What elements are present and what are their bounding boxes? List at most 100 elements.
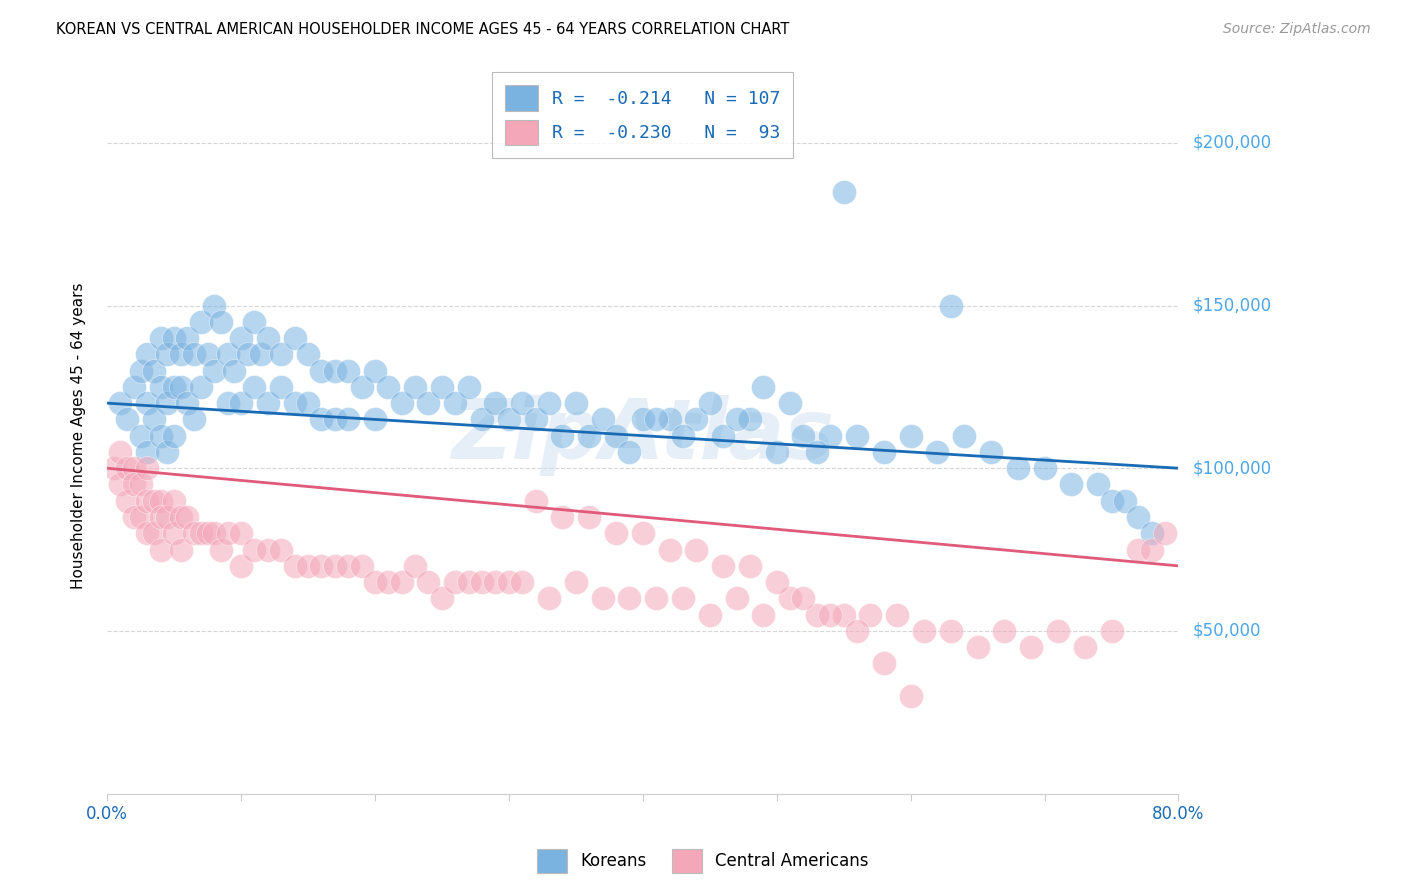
Point bbox=[156, 510, 179, 524]
Point bbox=[163, 428, 186, 442]
Point bbox=[190, 315, 212, 329]
Point bbox=[1033, 461, 1056, 475]
Point bbox=[323, 363, 346, 377]
Point bbox=[900, 689, 922, 703]
Y-axis label: Householder Income Ages 45 - 64 years: Householder Income Ages 45 - 64 years bbox=[72, 283, 86, 589]
Point bbox=[284, 396, 307, 410]
Point bbox=[170, 510, 193, 524]
Point bbox=[156, 396, 179, 410]
Text: KOREAN VS CENTRAL AMERICAN HOUSEHOLDER INCOME AGES 45 - 64 YEARS CORRELATION CHA: KOREAN VS CENTRAL AMERICAN HOUSEHOLDER I… bbox=[56, 22, 790, 37]
Point bbox=[1087, 477, 1109, 491]
Point bbox=[297, 558, 319, 573]
Point bbox=[765, 445, 787, 459]
Point bbox=[156, 445, 179, 459]
Point bbox=[873, 445, 896, 459]
Point bbox=[270, 542, 292, 557]
Point bbox=[820, 607, 842, 622]
Point bbox=[471, 412, 494, 426]
Point bbox=[711, 558, 734, 573]
Text: ZipAtlas: ZipAtlas bbox=[451, 395, 834, 476]
Point bbox=[110, 477, 132, 491]
Point bbox=[197, 347, 219, 361]
Point bbox=[323, 558, 346, 573]
Point bbox=[170, 380, 193, 394]
Point bbox=[183, 412, 205, 426]
Point bbox=[457, 575, 479, 590]
Point bbox=[725, 412, 748, 426]
Point bbox=[129, 477, 152, 491]
Point bbox=[142, 412, 165, 426]
Point bbox=[350, 558, 373, 573]
Point bbox=[779, 591, 801, 606]
Point bbox=[1007, 461, 1029, 475]
Point bbox=[256, 396, 278, 410]
Point bbox=[217, 396, 239, 410]
Point bbox=[592, 591, 614, 606]
Point bbox=[779, 396, 801, 410]
Point bbox=[337, 558, 360, 573]
Point bbox=[524, 493, 547, 508]
Point bbox=[270, 380, 292, 394]
Point bbox=[1046, 624, 1069, 638]
Point bbox=[183, 526, 205, 541]
Point bbox=[129, 428, 152, 442]
Point bbox=[631, 412, 654, 426]
Point bbox=[457, 380, 479, 394]
Point bbox=[765, 575, 787, 590]
Point bbox=[142, 363, 165, 377]
Point bbox=[149, 542, 172, 557]
Point bbox=[685, 412, 707, 426]
Point bbox=[183, 347, 205, 361]
Point bbox=[377, 380, 399, 394]
Point bbox=[202, 298, 225, 312]
Point bbox=[699, 396, 721, 410]
Point bbox=[832, 607, 855, 622]
Point bbox=[752, 607, 775, 622]
Point bbox=[993, 624, 1015, 638]
Point bbox=[391, 575, 413, 590]
Point bbox=[163, 526, 186, 541]
Point bbox=[404, 558, 426, 573]
Point bbox=[565, 575, 588, 590]
Point bbox=[752, 380, 775, 394]
Point bbox=[1154, 526, 1177, 541]
Point bbox=[115, 461, 138, 475]
Point bbox=[284, 558, 307, 573]
Point bbox=[156, 347, 179, 361]
Point bbox=[418, 396, 440, 410]
Point bbox=[1073, 640, 1095, 655]
Point bbox=[243, 542, 266, 557]
Point bbox=[115, 412, 138, 426]
Point bbox=[886, 607, 908, 622]
Point bbox=[136, 396, 159, 410]
Point bbox=[966, 640, 988, 655]
Point bbox=[498, 412, 520, 426]
Point bbox=[323, 412, 346, 426]
Point bbox=[1060, 477, 1083, 491]
Point bbox=[103, 461, 125, 475]
Point bbox=[217, 526, 239, 541]
Text: Source: ZipAtlas.com: Source: ZipAtlas.com bbox=[1223, 22, 1371, 37]
Point bbox=[537, 591, 560, 606]
Point bbox=[1140, 526, 1163, 541]
Point bbox=[939, 298, 962, 312]
Point bbox=[1140, 542, 1163, 557]
Point bbox=[163, 493, 186, 508]
Text: $200,000: $200,000 bbox=[1192, 134, 1271, 152]
Text: $50,000: $50,000 bbox=[1192, 622, 1261, 640]
Point bbox=[738, 412, 761, 426]
Point bbox=[510, 575, 533, 590]
Point bbox=[1128, 542, 1150, 557]
Point bbox=[430, 380, 453, 394]
Point bbox=[927, 445, 949, 459]
Point bbox=[163, 380, 186, 394]
Point bbox=[243, 380, 266, 394]
Point bbox=[122, 477, 145, 491]
Text: $150,000: $150,000 bbox=[1192, 296, 1271, 315]
Point bbox=[939, 624, 962, 638]
Legend: R =  -0.214   N = 107, R =  -0.230   N =  93: R = -0.214 N = 107, R = -0.230 N = 93 bbox=[492, 72, 793, 158]
Point bbox=[176, 331, 198, 345]
Point bbox=[605, 428, 627, 442]
Point bbox=[311, 363, 333, 377]
Point bbox=[699, 607, 721, 622]
